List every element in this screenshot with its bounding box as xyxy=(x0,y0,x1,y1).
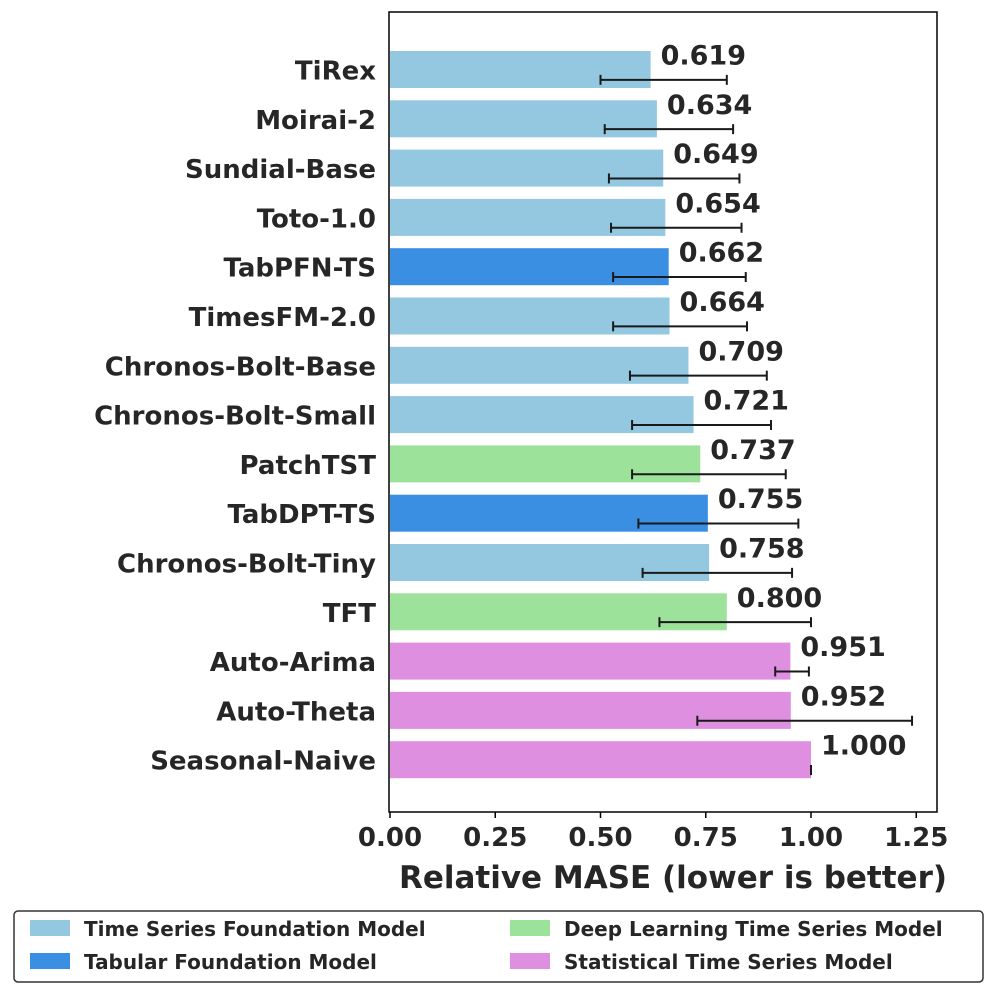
legend-label: Time Series Foundation Model xyxy=(84,917,426,941)
legend-label: Statistical Time Series Model xyxy=(564,950,893,974)
category-label-chronos-bolt-small: Chronos-Bolt-Small xyxy=(94,402,376,432)
category-label-patchtst: PatchTST xyxy=(240,451,377,481)
value-label-tft: 0.800 xyxy=(737,583,822,614)
legend-item-time-series-foundation-model: Time Series Foundation Model xyxy=(30,917,426,941)
bar-seasonal-naive xyxy=(390,741,811,779)
value-label-chronos-bolt-small: 0.721 xyxy=(704,386,789,417)
legend-swatch xyxy=(510,920,550,936)
error-bar-auto-arima xyxy=(774,666,810,677)
bar-tft xyxy=(390,593,727,631)
error-bar-tirex xyxy=(599,74,728,85)
value-labels-layer: 0.619 0.634 0.649 0.654 0.662 0.664 0.709 0.721… xyxy=(661,41,907,762)
category-label-tft: TFT xyxy=(323,599,376,629)
error-bar-chronos-bolt-tiny xyxy=(641,567,794,578)
x-tick-label: 0.50 xyxy=(568,823,632,853)
legend-item-deep-learning-time-series-model: Deep Learning Time Series Model xyxy=(510,917,943,941)
legend-item-statistical-time-series-model: Statistical Time Series Model xyxy=(510,950,893,974)
x-axis-ticks: 0.00 0.25 0.50 0.75 1.00 1.25 xyxy=(358,812,948,853)
error-bar-moirai-2 xyxy=(603,124,735,135)
error-bar-tabdpt-ts xyxy=(637,518,800,529)
category-labels-layer: TiRex Moirai-2 Sundial-Base Toto-1.0 TabPFN-… xyxy=(94,57,376,777)
bar-chronos-bolt-small xyxy=(390,396,694,434)
value-label-patchtst: 0.737 xyxy=(710,435,795,466)
legend: Time Series Foundation Model Deep Learnin… xyxy=(13,910,984,983)
category-label-sundial-base: Sundial-Base xyxy=(185,155,376,185)
error-bar-toto-1-0 xyxy=(610,222,743,233)
legend-label: Tabular Foundation Model xyxy=(84,950,377,974)
value-label-tabpfn-ts: 0.662 xyxy=(679,238,764,269)
legend-frame xyxy=(13,910,984,983)
error-bar-auto-theta xyxy=(696,715,914,726)
bar-timesfm-2-0 xyxy=(390,297,670,335)
category-label-toto-1-0: Toto-1.0 xyxy=(257,204,376,234)
bar-moirai-2 xyxy=(390,100,657,138)
value-label-auto-arima: 0.951 xyxy=(800,632,885,663)
value-label-seasonal-naive: 1.000 xyxy=(821,731,906,762)
value-label-tabdpt-ts: 0.755 xyxy=(718,484,803,515)
bar-tabpfn-ts xyxy=(390,248,669,286)
error-bar-patchtst xyxy=(631,469,787,480)
bar-patchtst xyxy=(390,445,701,483)
category-label-chronos-bolt-base: Chronos-Bolt-Base xyxy=(105,352,376,382)
category-label-moirai-2: Moirai-2 xyxy=(255,106,376,136)
bar-sundial-base xyxy=(390,149,664,187)
x-tick-label: 1.00 xyxy=(779,823,843,853)
legend-item-tabular-foundation-model: Tabular Foundation Model xyxy=(30,950,377,974)
value-label-moirai-2: 0.634 xyxy=(667,90,752,121)
x-axis-label: Relative MASE (lower is better) xyxy=(399,860,947,896)
bar-auto-theta xyxy=(390,691,791,729)
error-bar-tabpfn-ts xyxy=(612,272,747,283)
value-label-toto-1-0: 0.654 xyxy=(675,188,760,219)
category-label-auto-arima: Auto-Arima xyxy=(210,648,376,678)
bar-toto-1-0 xyxy=(390,198,666,236)
value-label-auto-theta: 0.952 xyxy=(801,681,886,712)
category-label-tirex: TiRex xyxy=(295,57,376,87)
value-label-sundial-base: 0.649 xyxy=(673,139,758,170)
x-tick-label: 0.00 xyxy=(358,823,422,853)
category-label-tabpfn-ts: TabPFN-TS xyxy=(223,254,376,284)
error-bar-sundial-base xyxy=(607,173,741,184)
value-label-chronos-bolt-base: 0.709 xyxy=(698,336,783,367)
legend-swatch xyxy=(30,953,70,969)
value-label-timesfm-2-0: 0.664 xyxy=(680,287,765,318)
category-label-chronos-bolt-tiny: Chronos-Bolt-Tiny xyxy=(117,550,376,580)
category-label-timesfm-2-0: TimesFM-2.0 xyxy=(189,303,376,333)
bar-tirex xyxy=(390,51,651,88)
x-tick-label: 0.25 xyxy=(463,823,527,853)
legend-swatch xyxy=(510,953,550,969)
error-bar-chronos-bolt-base xyxy=(628,370,768,381)
error-bar-timesfm-2-0 xyxy=(612,321,749,332)
error-bar-tft xyxy=(658,617,812,628)
bar-auto-arima xyxy=(390,642,791,680)
bars-layer xyxy=(390,51,811,779)
category-label-auto-theta: Auto-Theta xyxy=(216,697,376,727)
bar-tabdpt-ts xyxy=(390,494,708,532)
x-tick-label: 0.75 xyxy=(674,823,738,853)
value-label-tirex: 0.619 xyxy=(661,41,746,72)
x-tick-label: 1.25 xyxy=(884,823,948,853)
error-bar-chronos-bolt-small xyxy=(631,419,773,430)
value-label-chronos-bolt-tiny: 0.758 xyxy=(719,534,804,565)
error-bars-layer xyxy=(599,74,914,776)
legend-label: Deep Learning Time Series Model xyxy=(564,917,943,941)
category-label-seasonal-naive: Seasonal-Naive xyxy=(150,747,376,777)
bar-chronos-bolt-base xyxy=(390,346,689,384)
legend-swatch xyxy=(30,920,70,936)
plot-frame xyxy=(388,11,938,813)
bar-chronos-bolt-tiny xyxy=(390,544,710,581)
category-label-tabdpt-ts: TabDPT-TS xyxy=(227,500,376,530)
